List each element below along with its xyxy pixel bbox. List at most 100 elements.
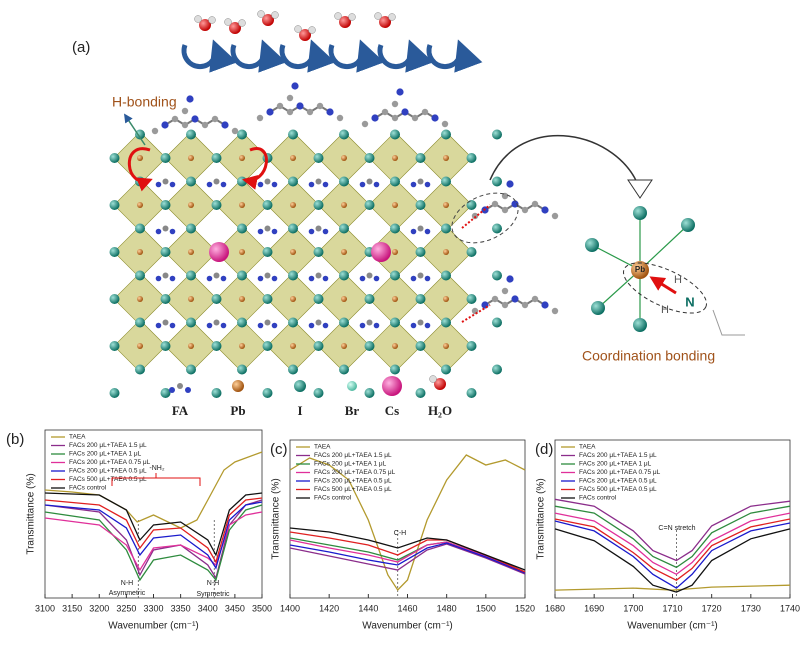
water-hydrogen: [194, 15, 202, 23]
legend-label: FACs 500 μL+TAEA 0.5 μL: [314, 486, 392, 493]
taea-atom: [511, 295, 519, 303]
fa-nitrogen: [308, 181, 315, 188]
legend-label: FACs 200 μL+TAEA 1.5 μL: [314, 452, 392, 459]
fa-nitrogen: [257, 322, 264, 329]
legend-label: FACs 200 μL+TAEA 1.5 μL: [69, 442, 147, 449]
iodide: [390, 317, 400, 328]
fa-nitrogen: [373, 275, 380, 282]
iodide: [135, 223, 145, 234]
x-tick-label: 3250: [116, 603, 136, 613]
taea-atom: [231, 127, 239, 135]
lead: [137, 343, 143, 349]
curved-arrow: [426, 39, 483, 73]
lead: [443, 343, 449, 349]
x-tick-label: 1700: [623, 603, 643, 613]
annotation: Symmetric: [196, 591, 230, 598]
fa-nitrogen: [373, 322, 380, 329]
lead: [188, 343, 194, 349]
x-tick-label: 3350: [171, 603, 191, 613]
fa-nitrogen: [308, 322, 315, 329]
atom-label: H: [661, 304, 669, 316]
iodide: [135, 364, 145, 375]
atom-legend-label: Br: [345, 403, 360, 418]
fa-carbon: [417, 319, 424, 326]
lead: [137, 296, 143, 302]
iodide: [313, 388, 324, 398]
fa-carbon: [366, 178, 373, 185]
iodide: [466, 200, 477, 210]
taea-atom: [521, 206, 529, 214]
spectrum-line: [554, 505, 791, 569]
iodide: [237, 223, 247, 234]
fa-carbon: [162, 319, 169, 326]
fa-nitrogen: [410, 181, 417, 188]
legend-oxygen: [434, 378, 446, 390]
iodide: [339, 223, 349, 234]
lead-center: [631, 261, 649, 279]
taea-atom: [296, 102, 304, 110]
taea-atom: [186, 95, 194, 103]
iodide: [186, 364, 196, 375]
fa-nitrogen: [271, 228, 278, 235]
spectrum-line: [554, 584, 791, 591]
taea-atom: [191, 115, 199, 123]
taea-atom: [276, 102, 284, 110]
lead: [137, 249, 143, 255]
fa-nitrogen: [257, 228, 264, 235]
water-hydrogen: [294, 25, 302, 33]
fa-nitrogen: [322, 275, 329, 282]
spectrum-line: [289, 454, 526, 592]
taea-atom: [316, 102, 324, 110]
iodide: [211, 388, 222, 398]
iodide: [339, 129, 349, 140]
spectrum-line: [44, 511, 263, 572]
legend-label: FACs 200 μL+TAEA 1 μL: [69, 451, 142, 458]
taea-atom: [396, 88, 404, 96]
iodide: [441, 364, 451, 375]
iodide: [633, 318, 647, 332]
panel-label: (a): [72, 39, 90, 56]
water-oxygen: [199, 19, 211, 31]
fa-nitrogen: [410, 322, 417, 329]
spectrum-line: [289, 527, 526, 571]
water-hydrogen: [348, 13, 356, 21]
lead: [443, 202, 449, 208]
fa-nitrogen: [359, 275, 366, 282]
fa-carbon: [366, 319, 373, 326]
iodide: [109, 341, 120, 351]
water-oxygen: [262, 14, 274, 26]
taea-atom: [421, 108, 429, 116]
iodide: [262, 388, 273, 398]
panel-label: (c): [270, 441, 288, 458]
y-axis-label: Transmittance (%): [26, 473, 37, 554]
legend-label: FACs 200 μL+TAEA 1.5 μL: [579, 452, 657, 459]
legend-label: TAEA: [314, 444, 331, 451]
iodide: [160, 388, 171, 398]
x-axis-label: Wavenumber (cm⁻¹): [362, 621, 452, 632]
structure-illustration: [109, 10, 745, 398]
iodide: [415, 388, 426, 398]
legend-label: FACs control: [69, 485, 107, 492]
iodide: [109, 388, 120, 398]
water-hydrogen: [208, 16, 216, 24]
taea-atom: [181, 121, 189, 129]
fa-nitrogen: [220, 322, 227, 329]
fa-carbon: [315, 178, 322, 185]
legend-label: FACs 200 μL+TAEA 0.75 μL: [579, 469, 661, 476]
legend-label: FACs control: [314, 495, 352, 502]
taea-atom: [161, 121, 169, 129]
lead: [188, 155, 194, 161]
zoom-arrowhead: [627, 179, 653, 199]
panel-label: (b): [6, 431, 24, 448]
iodide: [492, 364, 502, 375]
curved-arrow: [377, 39, 434, 73]
water-hydrogen: [224, 18, 232, 26]
iodide: [390, 223, 400, 234]
coordination-line: [597, 269, 641, 309]
taea-atom: [506, 180, 514, 188]
legend-label: FACs 500 μL+TAEA 0.5 μL: [69, 476, 147, 483]
legend-label: TAEA: [69, 434, 86, 441]
x-tick-label: 1730: [741, 603, 761, 613]
taea-atom: [181, 107, 189, 115]
x-tick-label: 1520: [515, 603, 535, 613]
